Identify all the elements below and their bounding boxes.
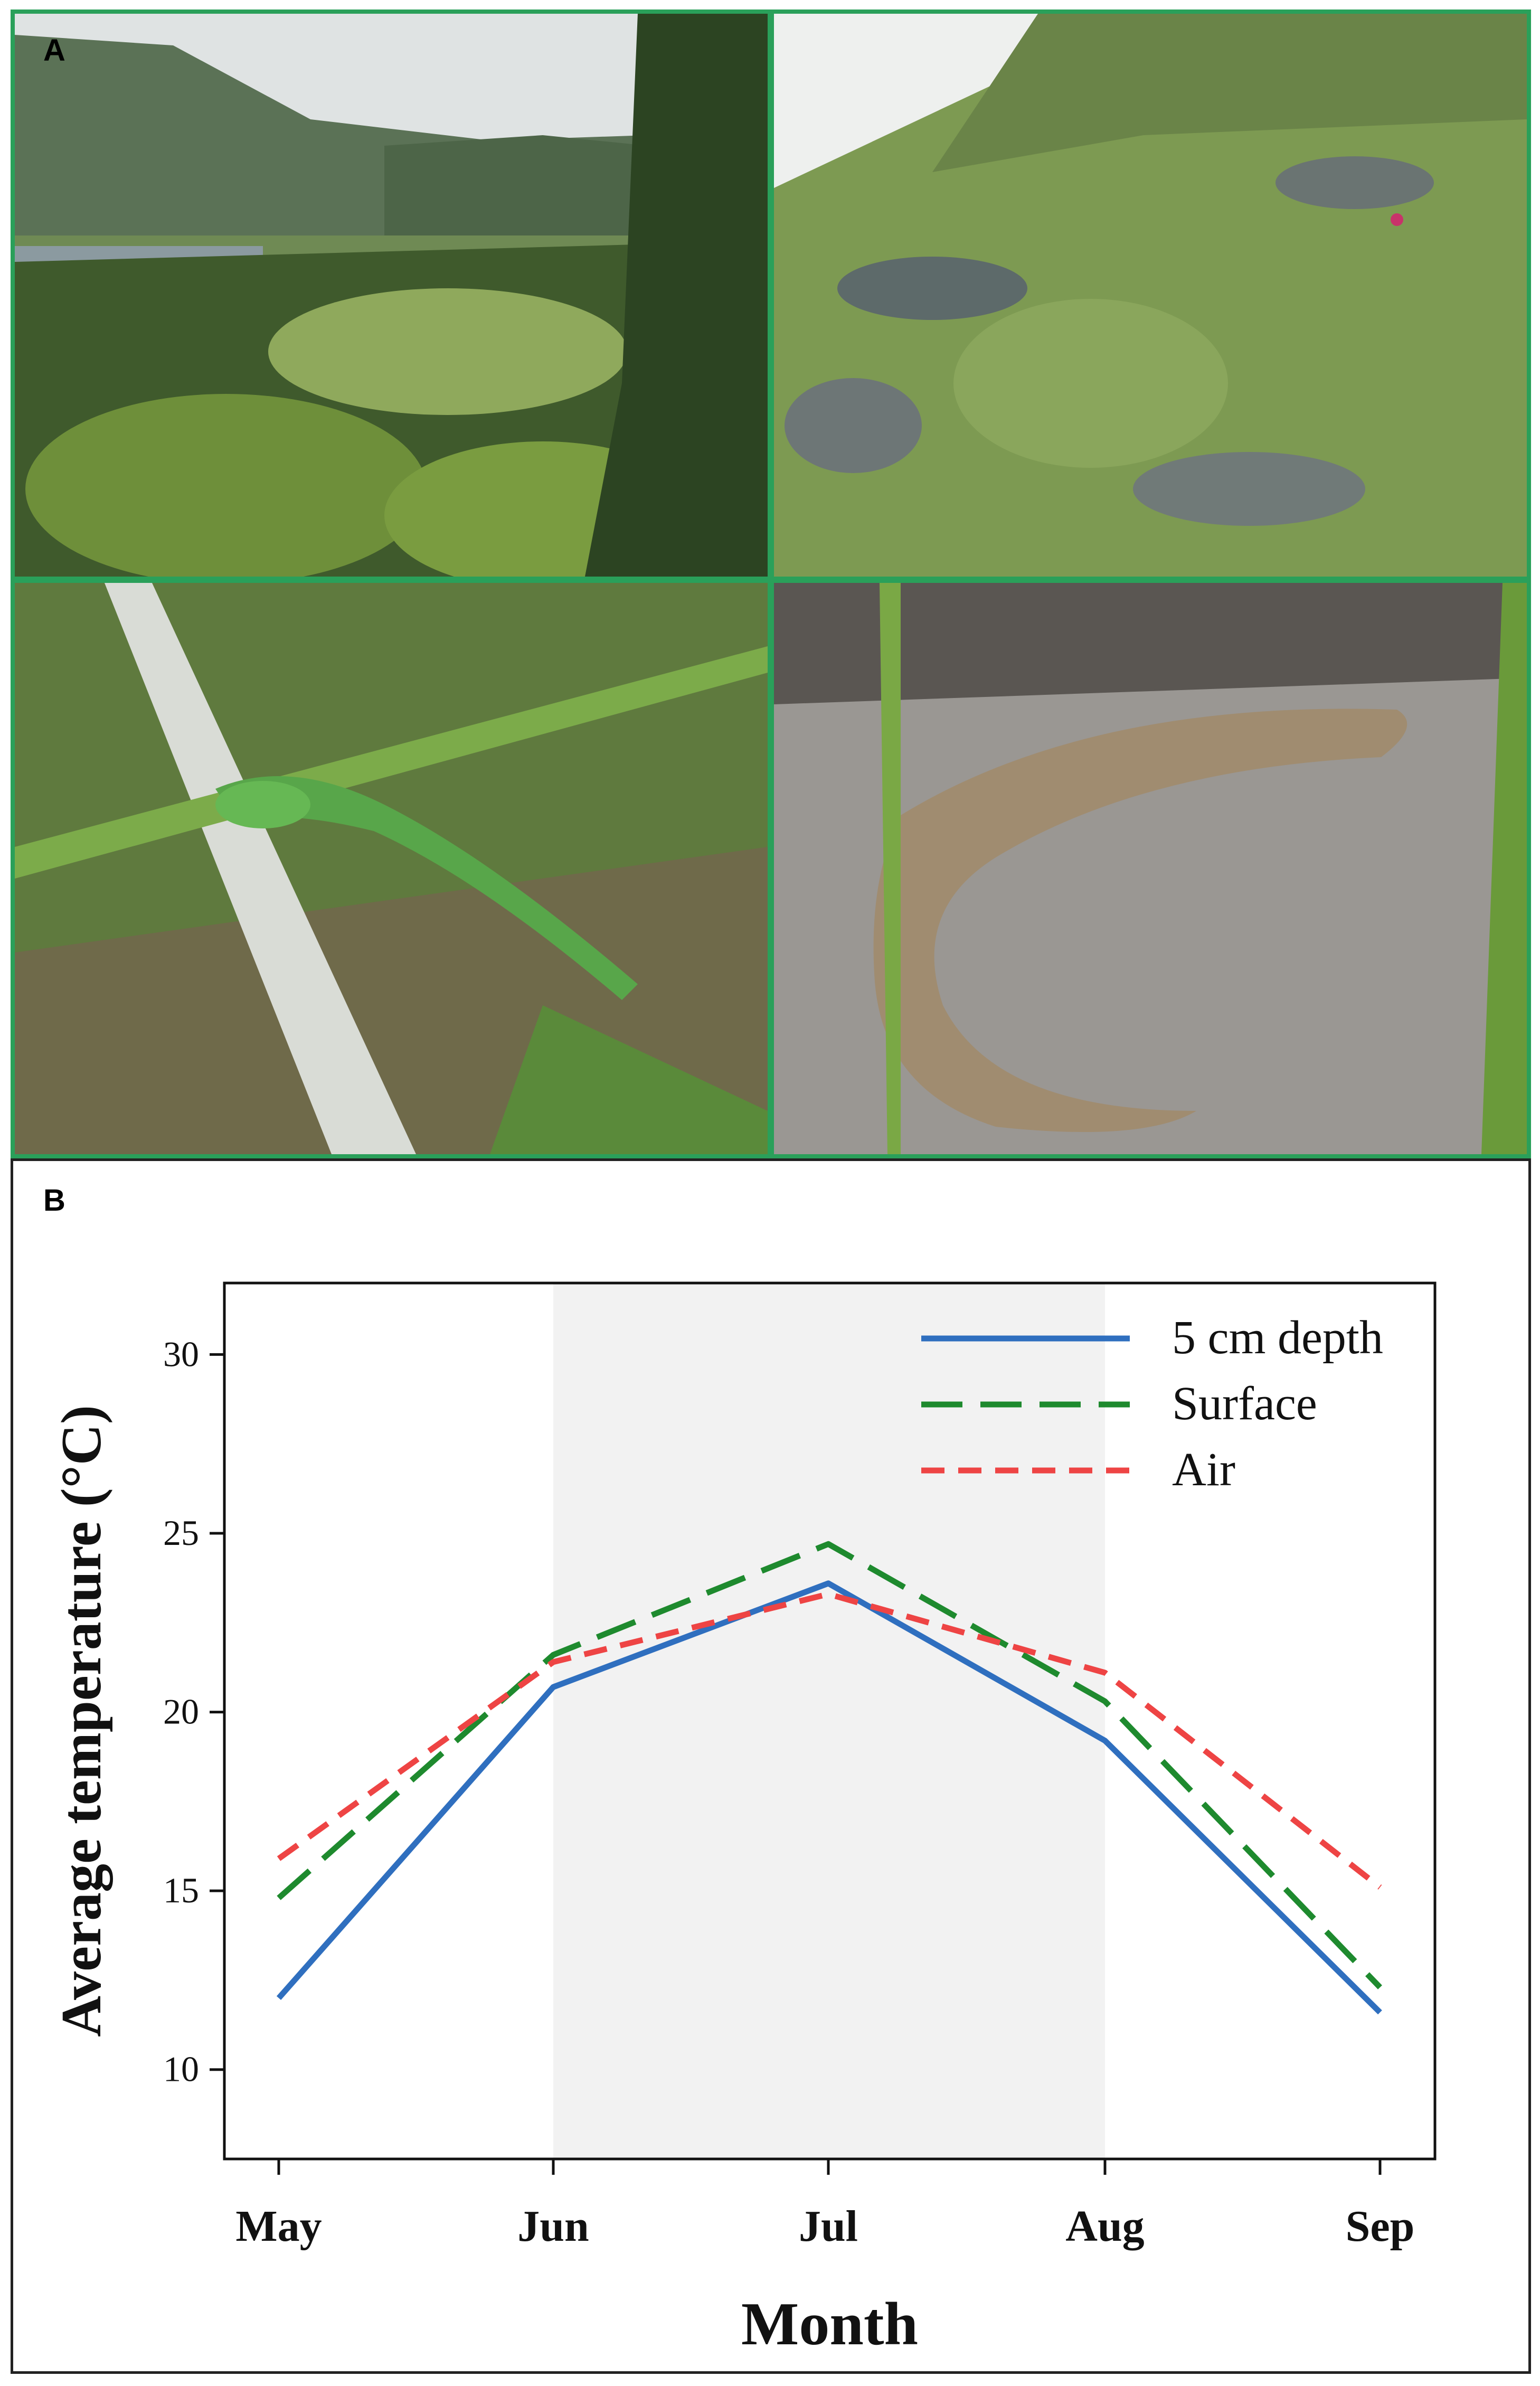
data-point-1-0	[278, 1898, 279, 1899]
y-tick-label: 25	[163, 1513, 199, 1553]
x-tick-label: Jun	[517, 2202, 589, 2251]
data-point-2-3	[1104, 1672, 1106, 1673]
series-line-0	[276, 1580, 1382, 2015]
slope-photo	[774, 14, 1527, 577]
data-point-0-2	[828, 1583, 829, 1584]
photo-panel	[11, 10, 1531, 1158]
data-point-0-0	[278, 1997, 279, 1998]
x-axis-label: Month	[741, 2290, 918, 2358]
x-tick-label: Aug	[1065, 2202, 1144, 2251]
data-point-1-2	[828, 1543, 829, 1544]
shaded-season-band	[553, 1283, 1105, 2159]
y-tick-label: 15	[163, 1870, 199, 1910]
x-tick-label: Sep	[1346, 2202, 1415, 2251]
y-axis-label: Average temperature (°C)	[50, 1405, 113, 2037]
data-point-1-1	[553, 1654, 554, 1655]
legend-label-2: Air	[1172, 1444, 1235, 1496]
panel-label-b: B	[43, 1183, 65, 1218]
green-lizard-photo	[15, 583, 768, 1154]
series-line-2	[277, 1591, 1382, 1890]
data-point-0-4	[1380, 2012, 1381, 2013]
x-tick-label: Jul	[799, 2202, 858, 2251]
panel-label-a: A	[43, 33, 65, 68]
y-tick-label: 10	[163, 2049, 199, 2089]
data-point-0-3	[1104, 1740, 1106, 1741]
y-tick-label: 20	[163, 1692, 199, 1732]
data-point-1-4	[1380, 1987, 1381, 1988]
y-tick-label: 30	[163, 1334, 199, 1374]
data-point-2-2	[828, 1593, 829, 1595]
x-tick-label: May	[235, 2202, 322, 2251]
legend-label-1: Surface	[1172, 1378, 1317, 1430]
valley-photo	[15, 14, 768, 577]
data-point-2-0	[278, 1858, 279, 1859]
legend-label-0: 5 cm depth	[1172, 1312, 1383, 1364]
data-point-0-1	[553, 1686, 554, 1687]
data-point-1-3	[1104, 1701, 1106, 1702]
brown-lizard-photo	[774, 583, 1527, 1154]
data-point-2-1	[553, 1662, 554, 1663]
data-point-2-4	[1380, 1887, 1381, 1888]
series-line-1	[277, 1541, 1382, 1989]
